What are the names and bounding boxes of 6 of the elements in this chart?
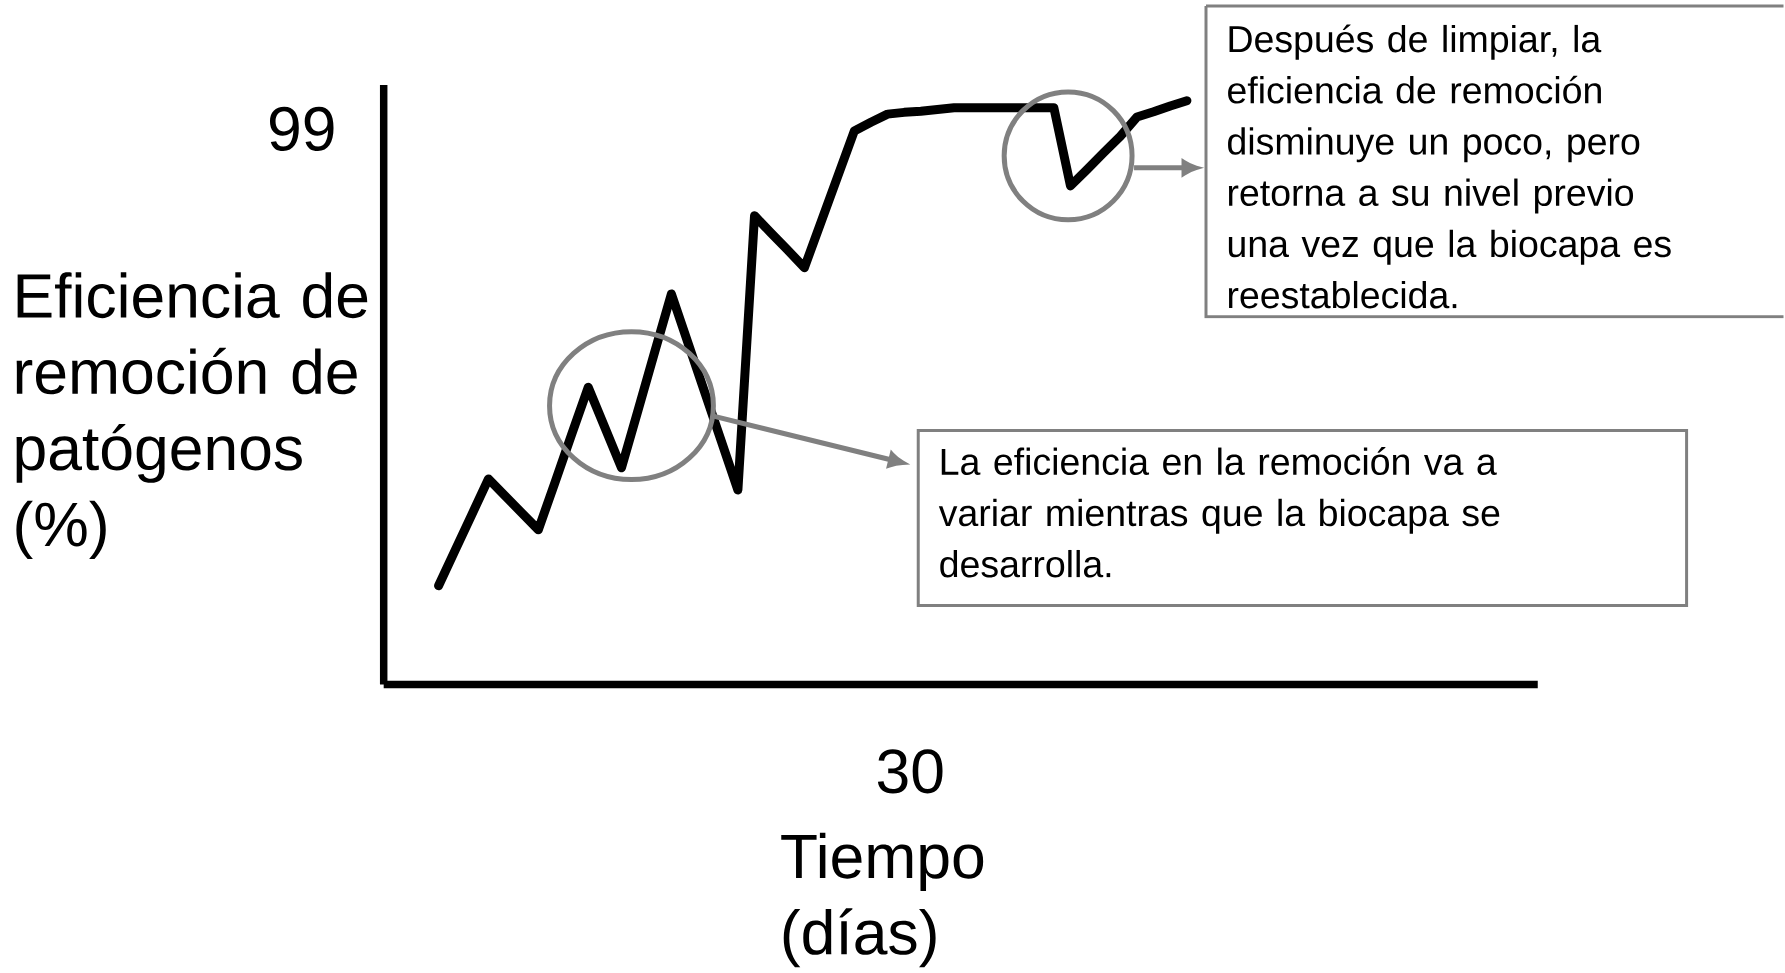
annotation: La eficiencia en la remoción va a variar mientras que la biocapa se desarrolla. [938, 447, 1500, 578]
text: Después de limpiar, la eficiencia de remoción disminuye un poco, pero retorna a su nivel previo una vez que la biocapa es reestablecida. [1228, 24, 1671, 309]
text: 99 [269, 106, 334, 151]
text: 30 [877, 749, 943, 794]
y-axis-title: Eficiencia de remoción de patógenos (%) [16, 272, 368, 559]
x-axis-title: Tiempo (días) [781, 832, 984, 968]
